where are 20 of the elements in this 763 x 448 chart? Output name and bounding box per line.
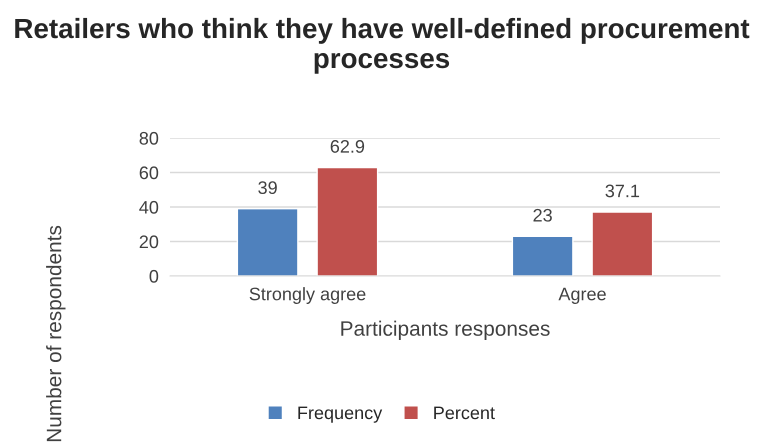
x-tick-label: Strongly agree [250, 287, 366, 304]
bar [512, 236, 574, 276]
x-tick-label: Agree [558, 288, 606, 304]
bar [316, 166, 378, 276]
bar [236, 208, 299, 276]
x-axis-title: Participants responses [341, 320, 550, 340]
chart-title: Retailers who think they have well-defined procurement processes [15, 18, 750, 74]
y-tick-label: 60 [140, 166, 158, 180]
legend-label: Percent [434, 406, 495, 420]
y-tick-label: 20 [140, 235, 158, 248]
legend-label: Frequency [298, 406, 382, 423]
y-tick-label: 40 [139, 200, 158, 214]
bar [591, 211, 654, 276]
y-axis-title: Number of respondents [46, 226, 66, 442]
y-tick-label: 0 [150, 270, 158, 283]
y-tick-label: 80 [140, 132, 158, 145]
data-label: 39 [258, 181, 277, 194]
data-label: 37.1 [605, 184, 640, 198]
data-label: 62.9 [330, 140, 364, 153]
data-label: 23 [533, 208, 552, 222]
